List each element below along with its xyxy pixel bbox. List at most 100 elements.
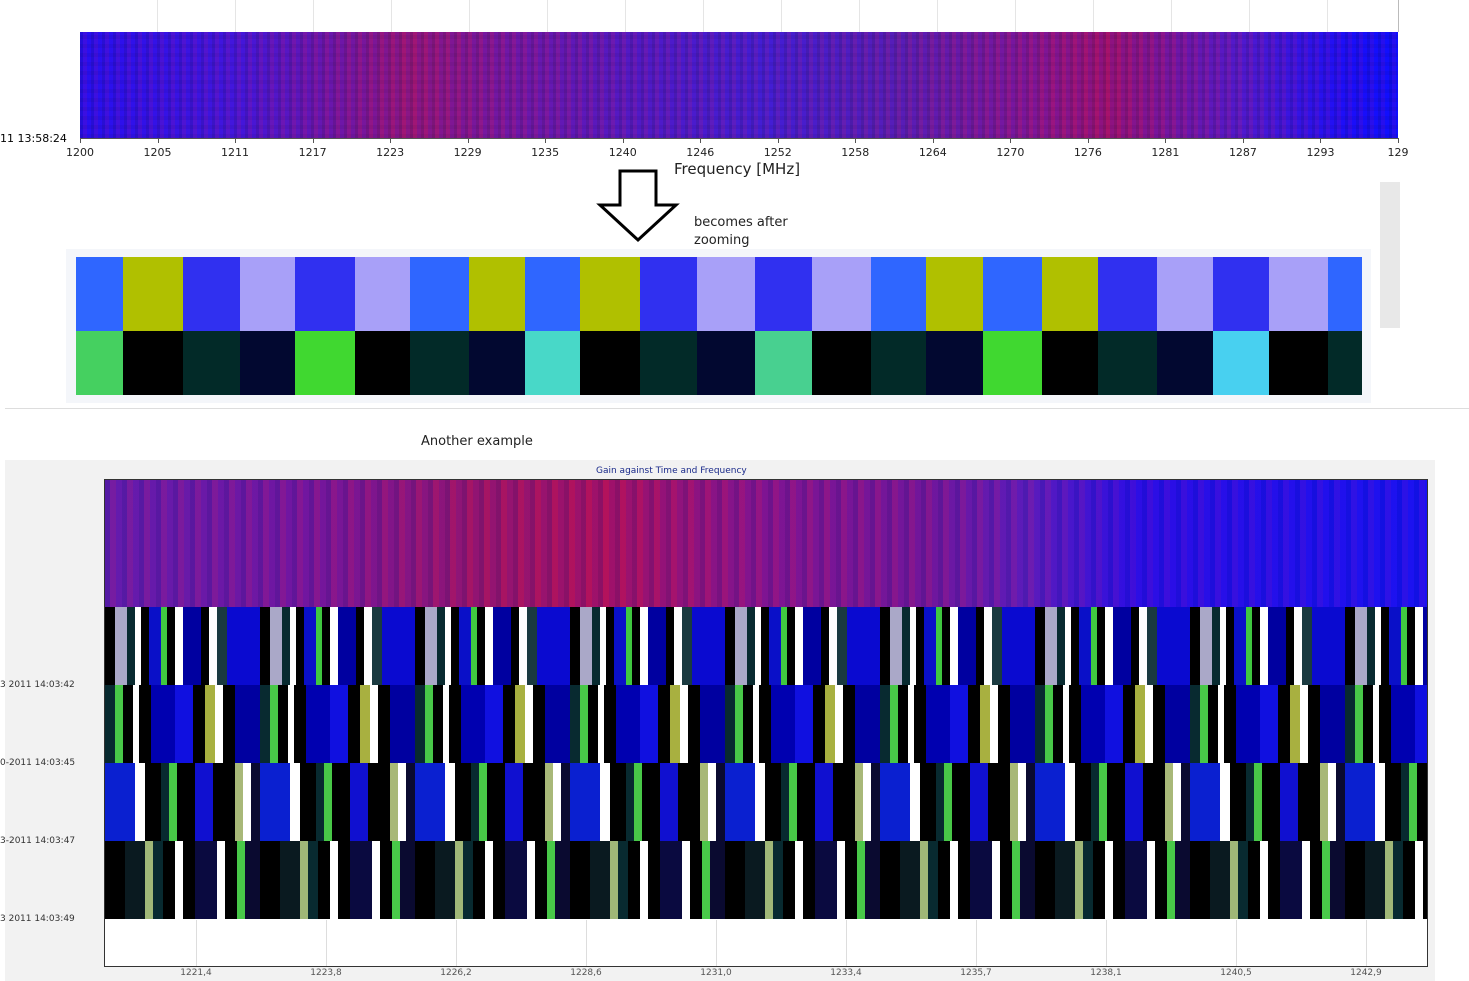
cell: [755, 257, 812, 331]
x-tick-label: 1200: [66, 146, 94, 159]
cell: [1157, 331, 1213, 395]
tick-mark: [545, 138, 547, 143]
cell: [640, 331, 697, 395]
cell: [123, 257, 183, 331]
x-tick-label: 1264: [918, 146, 947, 159]
tick-mark: [586, 920, 587, 966]
x-tick-label: 1276: [1073, 146, 1102, 159]
cell: [812, 257, 871, 331]
cell: [469, 331, 525, 395]
tick-mark: [390, 138, 392, 143]
spectrogram: [80, 32, 1398, 139]
x-tick-label: 1287: [1228, 146, 1257, 159]
cell: [926, 331, 983, 395]
tick-mark: [196, 920, 197, 966]
cell: [1042, 257, 1098, 331]
cell: [926, 257, 983, 331]
tick-mark: [326, 920, 327, 966]
cell: [983, 331, 1042, 395]
cell: [1098, 257, 1157, 331]
x-tick-label: 1217: [298, 146, 327, 159]
tick-mark: [1242, 138, 1244, 143]
cell: [1213, 257, 1269, 331]
cell: [183, 331, 240, 395]
tick-mark: [976, 920, 977, 966]
cell: [755, 331, 812, 395]
zoomed-rows: [105, 763, 1427, 841]
cell: [295, 331, 355, 395]
x-tick-label: 1229: [453, 146, 482, 159]
x-tick-label: 1233,4: [830, 968, 862, 978]
x-axis-label: Frequency [MHz]: [674, 160, 801, 178]
time-label: 3 2011 14:03:42: [0, 680, 75, 690]
cell: [76, 257, 123, 331]
cell: [640, 257, 697, 331]
x-tick-label: 1228,6: [570, 968, 602, 978]
cell: [469, 257, 525, 331]
x-tick-label: 129: [1387, 146, 1409, 159]
x-tick-label: 1281: [1151, 146, 1180, 159]
tick-mark: [1236, 920, 1237, 966]
tick-mark: [622, 138, 624, 143]
cell: [525, 331, 580, 395]
cell: [410, 257, 469, 331]
tick-mark: [235, 138, 237, 143]
tick-mark: [1010, 138, 1012, 143]
cell: [525, 257, 580, 331]
x-tick-label: 1235: [531, 146, 560, 159]
x-tick-label: 1252: [763, 146, 792, 159]
x-tick-label: 1238,1: [1090, 968, 1122, 978]
cell: [871, 331, 926, 395]
cell: [1269, 257, 1328, 331]
x-tick-label: 1223,8: [310, 968, 342, 978]
caption: Another example: [421, 434, 533, 449]
x-tick-label: 1246: [686, 146, 715, 159]
zoomed-rows: [105, 607, 1427, 685]
x-tick-label: 1231,0: [700, 968, 732, 978]
cell: [240, 257, 295, 331]
cell: [580, 257, 640, 331]
cell: [1213, 331, 1269, 395]
tick-mark: [80, 138, 81, 143]
tick-mark: [932, 138, 934, 143]
x-tick-label: 1258: [841, 146, 870, 159]
time-label: 3 2011 14:03:49: [0, 914, 75, 924]
top-panel-bg: [80, 0, 1399, 32]
cell: [355, 257, 410, 331]
x-tick-label: 1221,4: [180, 968, 212, 978]
tick-mark: [700, 138, 702, 143]
panel-edge: [1380, 182, 1400, 328]
x-tick-label: 1270: [996, 146, 1025, 159]
arrow: [596, 169, 680, 243]
x-tick-label: 1240,5: [1220, 968, 1252, 978]
x-tick-label: 1240: [608, 146, 637, 159]
tick-mark: [846, 920, 847, 966]
time-label: 11 13:58:24: [0, 132, 67, 145]
cell: [240, 331, 295, 395]
cell: [1098, 331, 1157, 395]
tick-mark: [467, 138, 469, 143]
time-label: 0-2011 14:03:45: [0, 758, 76, 768]
cell: [76, 331, 123, 395]
cell: [355, 331, 410, 395]
tick-mark: [1366, 920, 1367, 966]
cell: [183, 257, 240, 331]
zoomed-rows: [105, 685, 1427, 763]
cell: [1157, 257, 1213, 331]
x-tick-label: 1242,9: [1350, 968, 1382, 978]
x-tick-label: 1293: [1306, 146, 1335, 159]
chart-title: Gain against Time and Frequency: [596, 466, 747, 476]
cell: [1042, 331, 1098, 395]
x-tick-label: 1226,2: [440, 968, 472, 978]
x-tick-label: 1223: [376, 146, 405, 159]
cell: [1328, 331, 1362, 395]
tick-mark: [716, 920, 717, 966]
cell: [812, 331, 871, 395]
zoomed-rows: [105, 841, 1427, 919]
spectrogram: [105, 480, 1427, 607]
tick-mark: [1106, 920, 1107, 966]
panel-bg: [73, 182, 1380, 252]
cell: [697, 257, 755, 331]
tick-mark: [456, 920, 457, 966]
